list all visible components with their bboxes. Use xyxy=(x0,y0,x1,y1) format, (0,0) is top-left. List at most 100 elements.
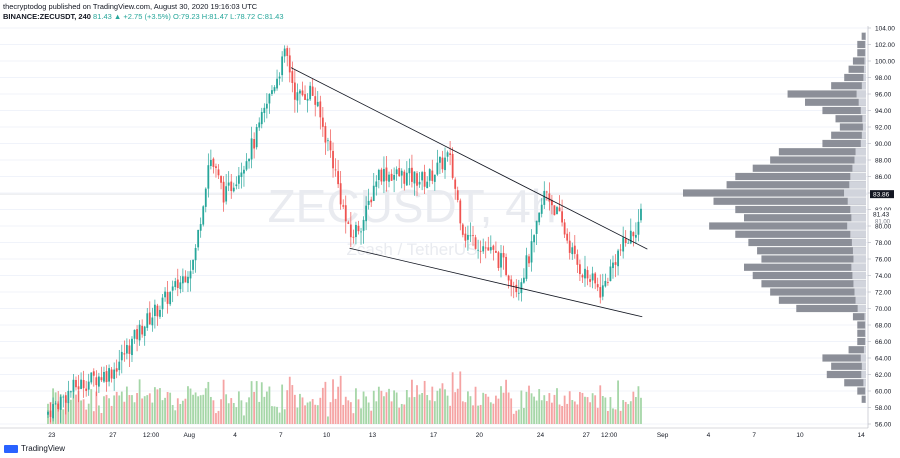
volume-profile-bar xyxy=(844,379,866,387)
volume-bar xyxy=(383,396,385,424)
volume-bar xyxy=(545,401,548,424)
candle xyxy=(416,173,418,186)
volume-bar xyxy=(622,400,625,424)
volume-profile-bar-up xyxy=(863,346,866,354)
x-tick-label: 7 xyxy=(752,432,756,439)
y-tick-label: 100.00 xyxy=(875,59,895,66)
candle xyxy=(136,329,138,340)
volume-profile-bar xyxy=(770,156,866,164)
volume-bar xyxy=(156,389,159,424)
volume-bar xyxy=(421,392,424,424)
volume-profile-bar xyxy=(839,123,866,131)
volume-profile-bar xyxy=(757,247,866,255)
candle xyxy=(263,107,266,114)
volume-bar xyxy=(85,409,88,424)
y-tick-label: 98.00 xyxy=(875,75,892,82)
volume-profile-bar xyxy=(848,65,866,73)
candle xyxy=(441,157,444,170)
y-tick-label: 88.00 xyxy=(875,158,892,165)
volume-bar xyxy=(344,396,347,424)
volume-profile-bar-up xyxy=(854,288,866,296)
x-tick-label: 12:00 xyxy=(601,432,618,439)
candle xyxy=(433,174,436,182)
y-tick-label: 72.00 xyxy=(875,290,892,297)
volume-bar xyxy=(449,405,452,424)
candle xyxy=(304,94,306,100)
volume-bar xyxy=(601,396,604,424)
volume-bar xyxy=(423,380,426,424)
volume-profile-bar-up xyxy=(864,337,866,346)
candle xyxy=(258,122,261,128)
candle xyxy=(339,183,342,205)
volume-bar xyxy=(492,403,495,424)
volume-bar xyxy=(209,396,212,424)
candle xyxy=(240,172,243,177)
volume-bar xyxy=(395,392,398,424)
candle xyxy=(59,396,62,410)
volume-profile-bar xyxy=(852,57,866,65)
candle xyxy=(342,205,345,207)
time-axis[interactable]: 23 27 12:00 Aug 4 7 10 13 17 20 24 27 12:00 Sep 4 7 10 14 xyxy=(48,432,865,439)
candle xyxy=(220,175,222,183)
volume-bar xyxy=(515,410,518,424)
volume-profile-bar-up xyxy=(862,115,866,123)
candle xyxy=(90,372,93,383)
volume-profile-bar xyxy=(713,197,866,205)
volume-profile-bar-up xyxy=(863,379,866,387)
y-tick-label: 64.00 xyxy=(875,356,892,363)
candle xyxy=(215,166,217,168)
candle xyxy=(309,85,312,100)
candle xyxy=(138,324,141,341)
volume-bar xyxy=(327,416,329,424)
volume-bar xyxy=(337,386,340,424)
candle xyxy=(334,169,337,171)
volume-bar xyxy=(637,386,640,424)
candle xyxy=(423,171,426,187)
volume-profile-bar xyxy=(822,139,866,148)
candle xyxy=(64,395,67,403)
volume-bar xyxy=(230,398,233,424)
candle xyxy=(558,207,561,212)
candle xyxy=(497,252,500,269)
volume-bar xyxy=(171,405,174,424)
volume-bar xyxy=(591,393,594,424)
candle xyxy=(248,158,250,162)
volume-bar xyxy=(599,385,602,424)
x-tick-label: 20 xyxy=(476,432,484,439)
candle xyxy=(72,379,75,392)
volume-bar xyxy=(596,407,599,424)
candle xyxy=(624,238,627,244)
candle xyxy=(548,193,551,202)
volume-bar xyxy=(355,388,357,424)
volume-bar xyxy=(288,376,291,424)
volume-profile-bar xyxy=(683,189,866,197)
volume-bar xyxy=(237,391,240,424)
volume-profile-bar-up xyxy=(844,189,866,197)
volume-profile-bar-up xyxy=(861,82,866,90)
candle xyxy=(418,181,421,185)
volume-bar xyxy=(393,390,396,424)
candle xyxy=(451,153,454,178)
price-axis[interactable]: 104.00 102.00 100.00 98.00 96.00 94.00 92.00 90… xyxy=(868,26,895,429)
candle xyxy=(97,376,100,387)
volume-profile-bar xyxy=(744,263,866,271)
symbol-watermark: ZECUSDT, 4h Zcash / TetherUS xyxy=(268,180,557,259)
y-tick-label: 102.00 xyxy=(875,42,895,49)
candle xyxy=(533,235,535,243)
candlestick-series[interactable] xyxy=(47,45,642,423)
candle xyxy=(604,280,607,287)
volume-bar xyxy=(311,399,314,424)
candle xyxy=(581,275,584,278)
volume-bar xyxy=(556,388,558,424)
volume-bar xyxy=(561,405,563,424)
volume-bar xyxy=(87,403,90,424)
volume-bar xyxy=(505,379,507,424)
y-tick-label: 66.00 xyxy=(875,339,892,346)
volume-profile-bar-up xyxy=(856,90,866,98)
y-tick-label: 96.00 xyxy=(875,92,892,99)
x-tick-label: Aug xyxy=(183,432,195,439)
candle xyxy=(245,161,248,170)
trendlines[interactable] xyxy=(290,67,648,318)
volume-bar xyxy=(629,401,632,424)
